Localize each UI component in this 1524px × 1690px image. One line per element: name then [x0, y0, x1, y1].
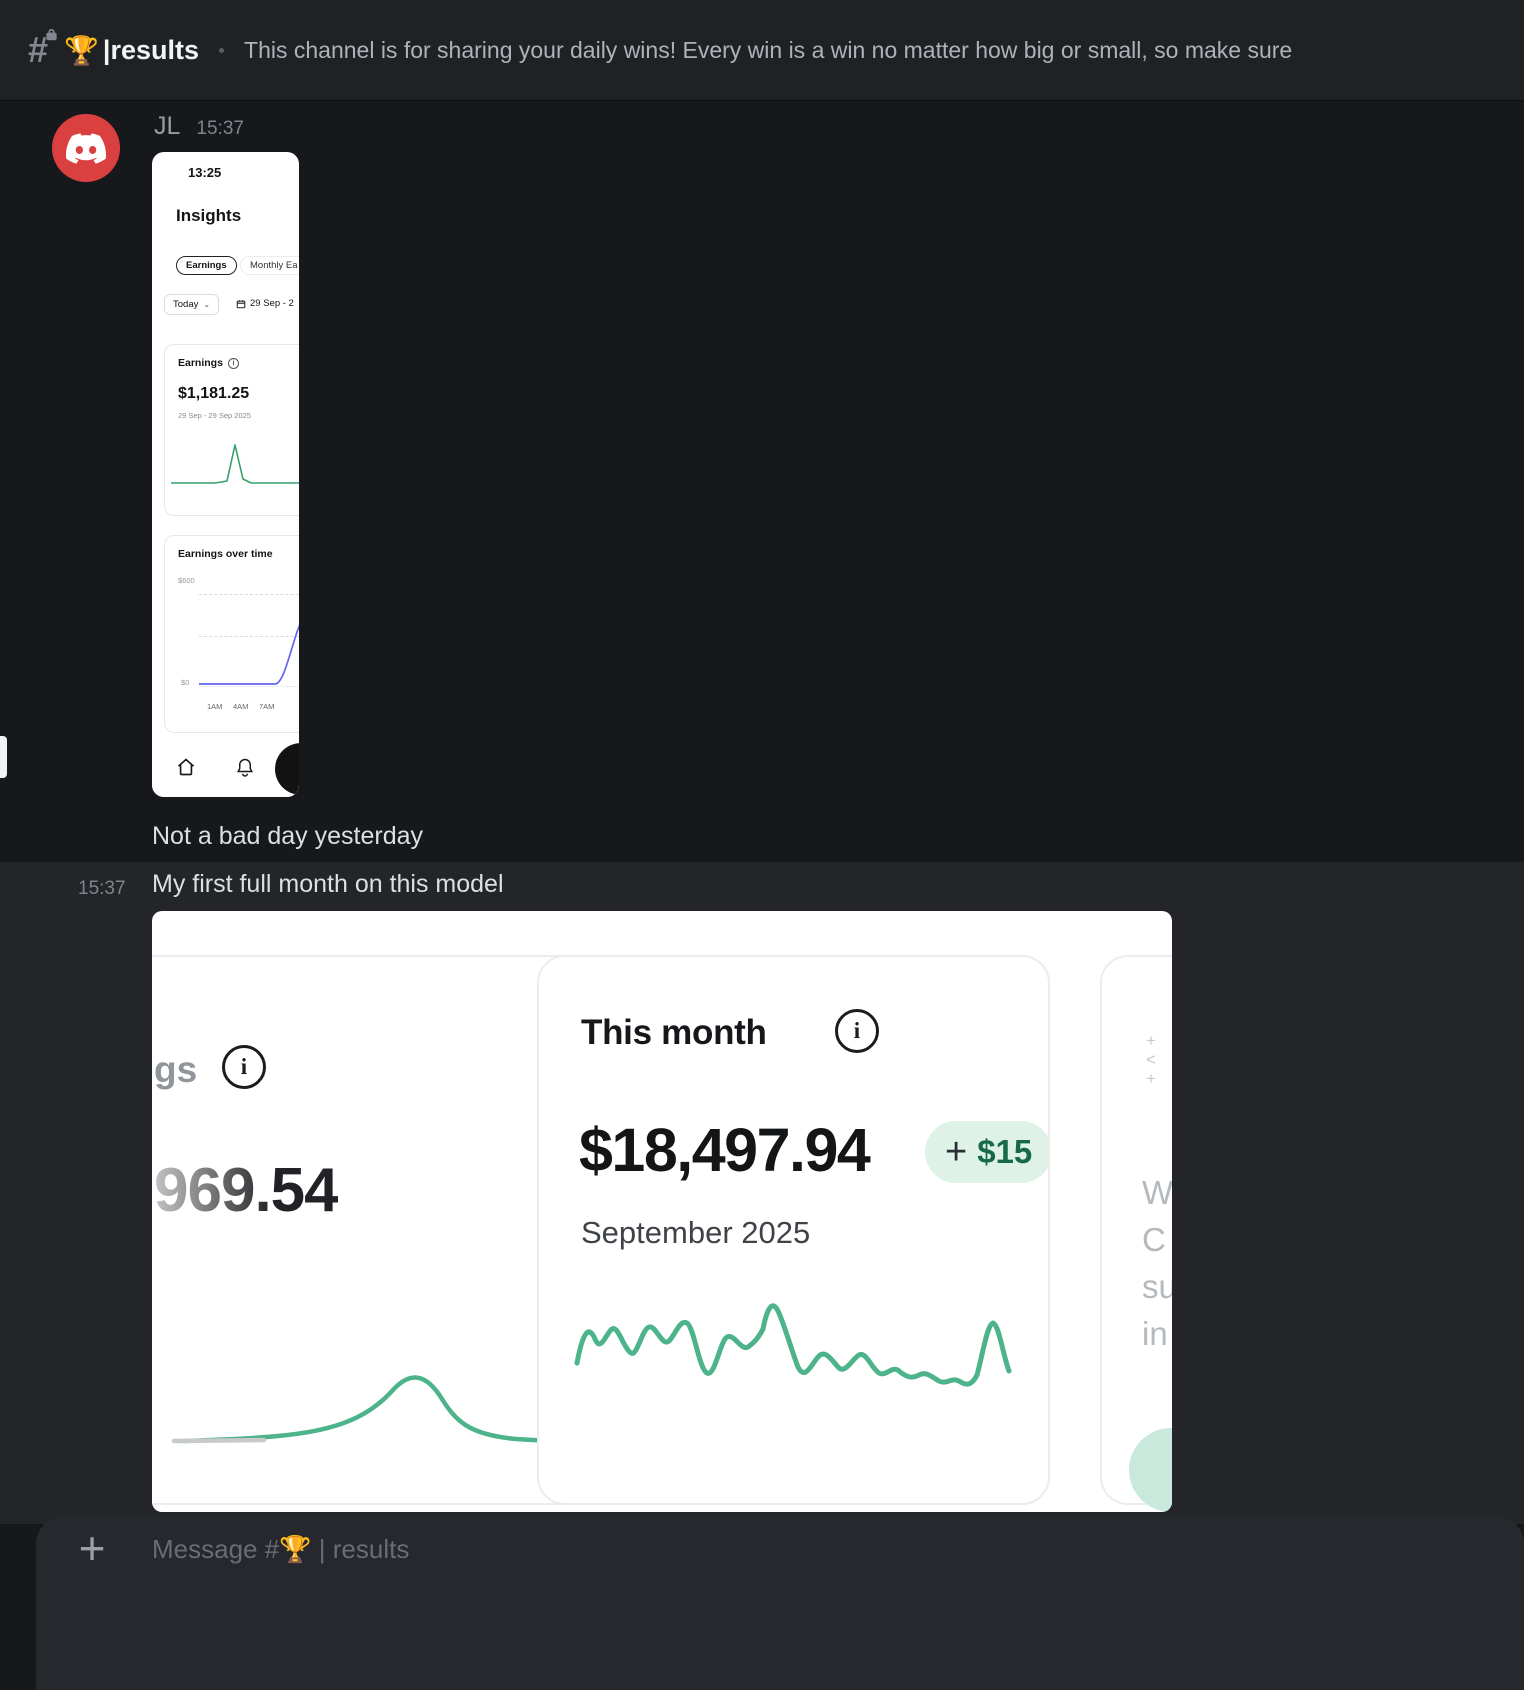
next-card-text-fragments: W C su in — [1142, 1169, 1172, 1357]
gridline — [199, 636, 299, 637]
monthly-earnings-line — [574, 1303, 1012, 1387]
info-icon: i — [222, 1045, 266, 1089]
calendar-icon — [236, 299, 246, 308]
earnings-delta-badge: + $15 — [925, 1121, 1048, 1183]
y-axis-min-label: $0 — [181, 678, 190, 687]
channel-topic[interactable]: This channel is for sharing your daily w… — [244, 36, 1293, 63]
phone-over-time-title: Earnings over time — [178, 548, 273, 560]
phone-earnings-range: 29 Sep - 29 Sep 2025 — [178, 411, 251, 420]
phone-earnings-label: Earnings — [178, 357, 223, 369]
earnings-trend-line — [171, 1375, 553, 1444]
earnings-title-fragment: gs — [154, 1049, 198, 1090]
fragment: + — [1146, 1069, 1156, 1088]
delta-amount-fragment: $15 — [977, 1133, 1033, 1170]
next-card-top-fragments: + < + — [1146, 1031, 1156, 1088]
message-input-placeholder[interactable]: Message #🏆 | results — [152, 1534, 410, 1564]
attachment-phone-screenshot[interactable]: 13:25 Insights Earnings Monthly Ea Today… — [152, 152, 299, 797]
phone-earnings-amount: $1,181.25 — [178, 385, 250, 402]
header-divider-dot — [219, 47, 225, 53]
info-icon: i — [227, 357, 239, 369]
phone-filter-today-label: Today — [173, 299, 199, 310]
channel-hashtag-icon: # — [28, 28, 57, 70]
fragment: su — [1142, 1268, 1172, 1305]
phone-page-title: Insights — [176, 206, 242, 225]
attachment-dashboard-screenshot[interactable]: gs i 969.54 This month i $18,497.94 + $1… — [152, 911, 1172, 1512]
fragment: < — [1146, 1050, 1156, 1069]
earnings-amount-fragment: 969.54 — [154, 1156, 339, 1225]
dashboard-this-month-card: This month i $18,497.94 + $15 September … — [537, 955, 1050, 1505]
phone-earnings-over-time-card: Earnings over time $600 $0 1AM 4AM 7AM — [164, 535, 299, 733]
message-composer[interactable]: + Message #🏆 | results — [36, 1516, 1524, 1690]
x-tick: 7AM — [259, 702, 275, 711]
x-tick: 4AM — [233, 702, 249, 711]
phone-status-time: 13:25 — [188, 165, 222, 180]
message-text: Not a bad day yesterday — [152, 822, 423, 850]
home-icon — [177, 758, 195, 776]
y-axis-max-label: $600 — [178, 576, 195, 585]
gridline — [199, 594, 299, 595]
discord-logo-icon — [66, 132, 106, 164]
message-author[interactable]: JL — [154, 112, 181, 140]
earnings-sparkline — [171, 444, 299, 484]
phone-filter-today: Today ⌄ — [164, 294, 220, 315]
info-glyph: i — [240, 1054, 248, 1079]
message-header: JL 15:37 — [154, 112, 244, 141]
message-text: My first full month on this model — [152, 870, 504, 898]
phone-earnings-card-title: Earnings i — [178, 357, 239, 369]
phone-tab-monthly: Monthly Ea — [240, 256, 299, 275]
fragment: W — [1142, 1174, 1172, 1211]
fragment: in — [1142, 1315, 1168, 1352]
x-tick: 1AM — [207, 702, 223, 711]
phone-filter-date-label: 29 Sep - 2 — [250, 298, 294, 309]
plus-icon: + — [945, 1131, 968, 1173]
dashboard-next-card: + < + W C su in — [1100, 955, 1172, 1512]
unread-indicator-pill — [0, 736, 7, 778]
phone-earnings-card: Earnings i $1,181.25 29 Sep - 29 Sep 202… — [164, 344, 299, 516]
fragment: C — [1142, 1221, 1166, 1258]
fragment: + — [1146, 1031, 1156, 1050]
channel-name[interactable]: |results — [102, 34, 200, 65]
lock-icon — [46, 28, 57, 41]
phone-bottom-nav — [152, 739, 299, 797]
this-month-title: This month — [581, 1013, 767, 1052]
message-timestamp: 15:37 — [78, 878, 126, 899]
this-month-amount: $18,497.94 — [579, 1116, 871, 1184]
trophy-emoji: 🏆 — [64, 34, 99, 66]
bell-icon — [237, 758, 253, 777]
hashtag-glyph: # — [28, 29, 49, 70]
this-month-subtitle: September 2025 — [581, 1215, 811, 1250]
avatar[interactable] — [52, 114, 120, 182]
x-axis-line — [199, 686, 299, 687]
chevron-down-icon: ⌄ — [203, 300, 211, 309]
avatar-circle-teal — [1129, 1428, 1172, 1512]
phone-nav-fab — [275, 743, 299, 795]
channel-header: # 🏆 |results This channel is for sharing… — [0, 0, 1524, 100]
over-time-line — [199, 624, 299, 685]
info-glyph: i — [853, 1018, 861, 1043]
phone-filter-date: 29 Sep - 2 — [236, 298, 294, 309]
phone-tab-earnings: Earnings — [176, 256, 237, 275]
phone-over-time-label: Earnings over time — [178, 548, 273, 560]
message-timestamp: 15:37 — [196, 118, 244, 139]
info-icon: i — [835, 1009, 879, 1053]
attach-plus-button[interactable]: + — [78, 1522, 106, 1574]
